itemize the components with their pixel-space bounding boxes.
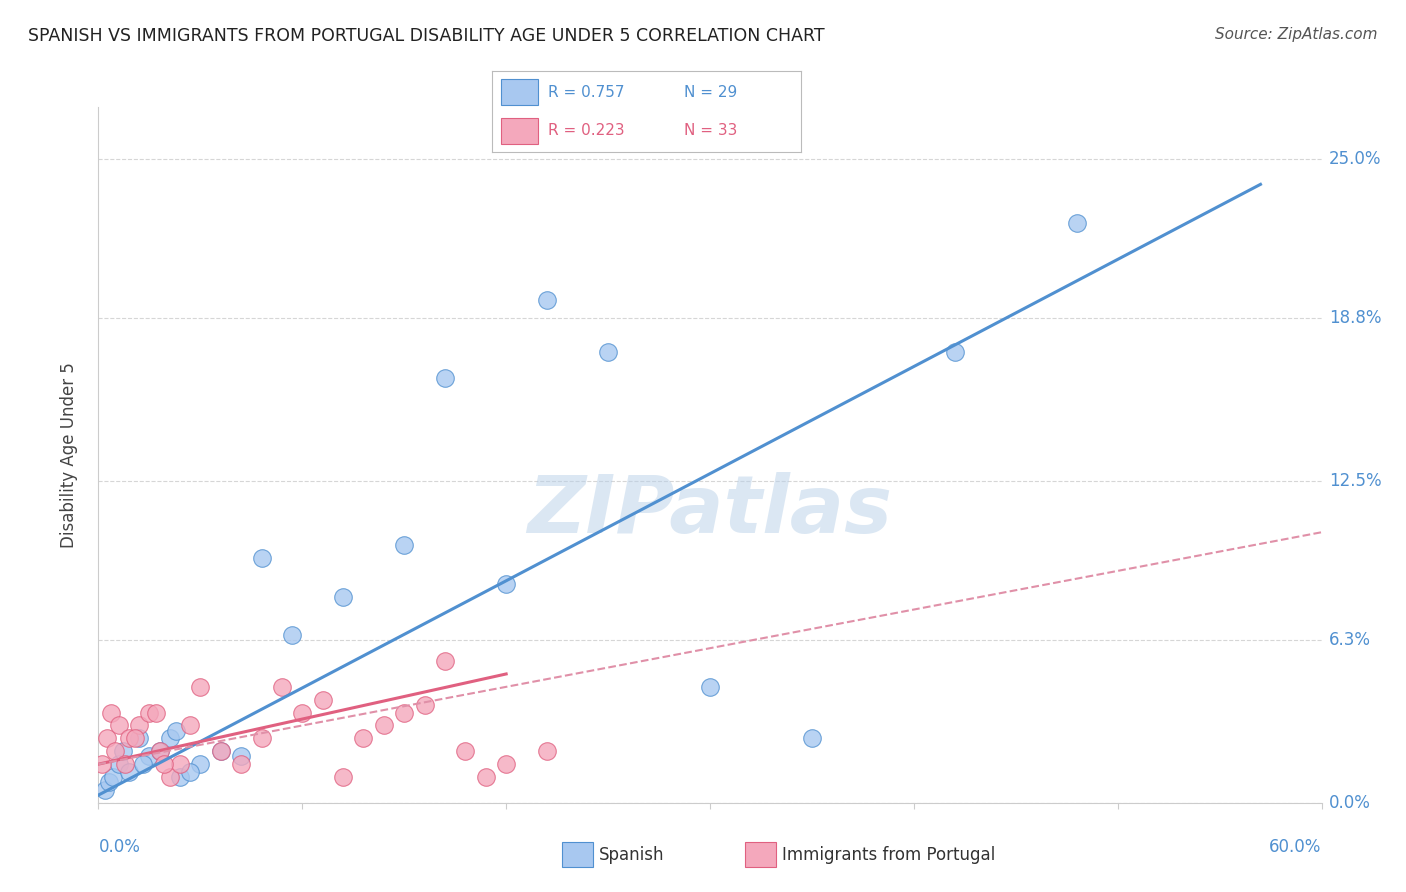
Point: [536, 293, 558, 308]
Text: 6.3%: 6.3%: [1329, 632, 1371, 649]
Point: [188, 680, 212, 694]
Point: [281, 628, 304, 642]
Point: [943, 344, 966, 359]
Point: [231, 749, 253, 764]
Point: [93, 783, 115, 797]
Text: 0.0%: 0.0%: [98, 838, 141, 856]
Point: [231, 757, 253, 772]
Point: [250, 551, 273, 566]
Text: 12.5%: 12.5%: [1329, 472, 1381, 490]
Point: [250, 731, 273, 746]
Point: [91, 757, 114, 772]
Point: [332, 590, 354, 604]
Point: [209, 744, 232, 758]
Point: [433, 654, 456, 668]
Text: Source: ZipAtlas.com: Source: ZipAtlas.com: [1215, 27, 1378, 42]
Point: [108, 757, 131, 772]
Text: ZIPatlas: ZIPatlas: [527, 472, 893, 549]
Text: R = 0.223: R = 0.223: [548, 123, 624, 138]
Text: 0.0%: 0.0%: [1329, 794, 1371, 812]
Point: [138, 706, 160, 720]
Point: [149, 744, 172, 758]
Point: [111, 744, 134, 758]
Point: [312, 692, 335, 706]
Point: [801, 731, 824, 746]
Point: [188, 757, 212, 772]
Text: N = 33: N = 33: [683, 123, 737, 138]
Point: [165, 723, 187, 738]
Point: [138, 749, 160, 764]
Point: [159, 770, 181, 784]
Point: [118, 764, 141, 779]
Point: [454, 744, 477, 758]
Point: [596, 344, 619, 359]
Point: [392, 706, 416, 720]
FancyBboxPatch shape: [502, 118, 538, 144]
Point: [104, 744, 127, 758]
Text: Immigrants from Portugal: Immigrants from Portugal: [782, 846, 995, 863]
Point: [149, 744, 172, 758]
Point: [128, 731, 150, 746]
Y-axis label: Disability Age Under 5: Disability Age Under 5: [59, 362, 77, 548]
Point: [373, 718, 395, 732]
Text: 18.8%: 18.8%: [1329, 310, 1381, 327]
Point: [536, 744, 558, 758]
FancyBboxPatch shape: [502, 79, 538, 105]
Point: [332, 770, 354, 784]
Point: [495, 576, 517, 591]
Point: [209, 744, 232, 758]
Point: [179, 764, 201, 779]
Point: [132, 757, 155, 772]
Text: N = 29: N = 29: [683, 85, 737, 100]
Point: [1066, 216, 1088, 230]
Point: [101, 770, 124, 784]
Text: R = 0.757: R = 0.757: [548, 85, 624, 100]
Point: [108, 718, 131, 732]
Point: [145, 706, 167, 720]
Point: [495, 757, 517, 772]
Text: 25.0%: 25.0%: [1329, 150, 1381, 168]
Point: [124, 731, 146, 746]
Point: [699, 680, 721, 694]
Point: [128, 718, 150, 732]
Point: [169, 770, 191, 784]
Text: SPANISH VS IMMIGRANTS FROM PORTUGAL DISABILITY AGE UNDER 5 CORRELATION CHART: SPANISH VS IMMIGRANTS FROM PORTUGAL DISA…: [28, 27, 825, 45]
Point: [474, 770, 498, 784]
Point: [352, 731, 374, 746]
Point: [270, 680, 294, 694]
Point: [291, 706, 314, 720]
Point: [392, 538, 416, 552]
Text: 60.0%: 60.0%: [1270, 838, 1322, 856]
Point: [159, 731, 181, 746]
Point: [169, 757, 191, 772]
Text: Spanish: Spanish: [599, 846, 665, 863]
Point: [114, 757, 136, 772]
Point: [433, 370, 456, 384]
Point: [118, 731, 141, 746]
Point: [413, 698, 436, 712]
Point: [179, 718, 201, 732]
Point: [100, 706, 122, 720]
Point: [96, 731, 118, 746]
Point: [97, 775, 120, 789]
Point: [152, 757, 174, 772]
